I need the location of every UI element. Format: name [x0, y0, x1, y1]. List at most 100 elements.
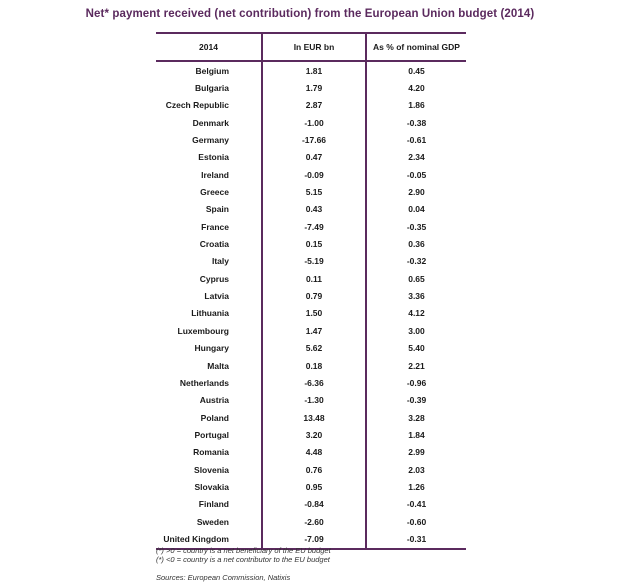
pct-gdp-cell: -0.35	[365, 218, 466, 236]
country-cell: Cyprus	[199, 273, 229, 284]
country-cell: Denmark	[192, 117, 229, 128]
table-row: Sweden -2.60 -0.60	[156, 512, 466, 531]
eur-bn-cell: -5.19	[261, 252, 366, 271]
pct-gdp-cell: 1.26	[365, 478, 466, 496]
eur-bn-cell: -17.66	[261, 131, 366, 149]
table-row: Slovakia 0.95 1.26	[156, 478, 466, 496]
table-row: United Kingdom -7.09 -0.31	[156, 530, 466, 550]
data-table-container: 2014 In EUR bn As % of nominal GDP Belgi…	[156, 32, 466, 550]
footnotes: (*) >0 = country is a net beneficiary of…	[156, 546, 331, 564]
eur-bn-cell: 0.95	[261, 478, 366, 496]
table-row: Denmark -1.00 -0.38	[156, 114, 466, 132]
eur-bn-cell: 0.43	[261, 200, 366, 219]
eur-bn-cell: 0.76	[261, 460, 366, 479]
eur-bn-cell: 0.11	[261, 270, 366, 288]
country-cell: Bulgaria	[194, 83, 229, 94]
table-row: Poland 13.48 3.28	[156, 408, 466, 427]
pct-gdp-cell: 0.45	[365, 61, 466, 80]
table-row: Lithuania 1.50 4.12	[156, 304, 466, 323]
table-row: Romania 4.48 2.99	[156, 443, 466, 461]
country-cell: Latvia	[204, 291, 229, 302]
eur-bn-cell: -6.36	[261, 374, 366, 392]
table-row: Czech Republic 2.87 1.86	[156, 96, 466, 115]
pct-gdp-cell: 5.40	[365, 339, 466, 357]
pct-gdp-cell: -0.60	[365, 512, 466, 531]
pct-gdp-cell: 4.20	[365, 79, 466, 97]
eur-bn-cell: -2.60	[261, 512, 366, 531]
pct-gdp-cell: -0.32	[365, 252, 466, 271]
country-cell: Estonia	[198, 152, 229, 163]
pct-gdp-cell: 3.28	[365, 408, 466, 427]
pct-gdp-cell: 0.04	[365, 200, 466, 219]
country-cell: Ireland	[201, 169, 229, 180]
table-row: Hungary 5.62 5.40	[156, 339, 466, 357]
pct-gdp-cell: 3.36	[365, 287, 466, 305]
table-row: Netherlands -6.36 -0.96	[156, 374, 466, 392]
table-title: Net* payment received (net contribution)…	[85, 8, 535, 20]
eur-bn-cell: 1.47	[261, 322, 366, 340]
pct-gdp-cell: -0.05	[365, 166, 466, 184]
pct-gdp-cell: 2.21	[365, 356, 466, 375]
table-row: Portugal 3.20 1.84	[156, 426, 466, 444]
footnote-contributor: (*) <0 = country is a net contributor to…	[156, 555, 330, 564]
country-cell: Hungary	[194, 343, 229, 354]
table-row: Spain 0.43 0.04	[156, 200, 466, 219]
eur-bn-cell: 13.48	[261, 408, 366, 427]
country-cell: Italy	[211, 256, 229, 267]
pct-gdp-cell: 2.03	[365, 460, 466, 479]
data-table: 2014 In EUR bn As % of nominal GDP Belgi…	[156, 32, 466, 550]
country-cell: Malta	[207, 360, 229, 371]
table-row: Bulgaria 1.79 4.20	[156, 79, 466, 97]
eur-bn-cell: -0.09	[261, 166, 366, 184]
table-row: Belgium 1.81 0.45	[156, 61, 466, 80]
eur-bn-cell: 0.47	[261, 148, 366, 167]
country-cell: Lithuania	[191, 308, 229, 319]
pct-gdp-cell: -0.31	[365, 530, 466, 550]
eur-bn-cell: -1.00	[261, 114, 366, 132]
pct-gdp-cell: 0.65	[365, 270, 466, 288]
eur-bn-cell: 3.20	[261, 426, 366, 444]
country-cell: Slovakia	[194, 481, 230, 492]
pct-gdp-cell: 1.84	[365, 426, 466, 444]
eur-bn-cell: 1.50	[261, 304, 366, 323]
table-row: Estonia 0.47 2.34	[156, 148, 466, 167]
country-cell: Sweden	[196, 516, 229, 527]
table-row: Malta 0.18 2.21	[156, 356, 466, 375]
table-row: France -7.49 -0.35	[156, 218, 466, 236]
eur-bn-cell: 0.15	[261, 235, 366, 253]
eur-bn-cell: -7.09	[261, 530, 366, 550]
country-cell: Netherlands	[179, 377, 229, 388]
eur-bn-cell: -7.49	[261, 218, 366, 236]
country-cell: Slovenia	[194, 464, 229, 475]
eur-bn-cell: 4.48	[261, 443, 366, 461]
header-pct-gdp: As % of nominal GDP	[365, 32, 466, 62]
country-cell: Portugal	[194, 429, 229, 440]
table-row: Austria -1.30 -0.39	[156, 391, 466, 409]
country-cell: Romania	[193, 447, 229, 458]
country-cell: Poland	[200, 412, 229, 423]
pct-gdp-cell: 4.12	[365, 304, 466, 323]
country-cell: Germany	[192, 135, 229, 146]
country-cell: Luxembourg	[177, 325, 229, 336]
pct-gdp-cell: 2.90	[365, 183, 466, 201]
table-row: Italy -5.19 -0.32	[156, 252, 466, 271]
table-body: Belgium 1.81 0.45 Bulgaria 1.79 4.20 Czech Rep…	[156, 61, 466, 550]
table-row: Germany -17.66 -0.61	[156, 131, 466, 149]
pct-gdp-cell: -0.38	[365, 114, 466, 132]
table-row: Cyprus 0.11 0.65	[156, 270, 466, 288]
country-cell: Czech Republic	[165, 100, 229, 111]
eur-bn-cell: 5.15	[261, 183, 366, 201]
pct-gdp-cell: 1.86	[365, 96, 466, 115]
source-note: Sources: European Commission, Natixis	[156, 573, 291, 582]
pct-gdp-cell: 0.36	[365, 235, 466, 253]
footnote-beneficiary: (*) >0 = country is a net beneficiary of…	[156, 546, 331, 555]
country-cell: Finland	[198, 499, 229, 510]
table-header: 2014 In EUR bn As % of nominal GDP	[156, 32, 466, 62]
pct-gdp-cell: 3.00	[365, 322, 466, 340]
table-row: Ireland -0.09 -0.05	[156, 166, 466, 184]
eur-bn-cell: 2.87	[261, 96, 366, 115]
country-cell: Austria	[199, 395, 229, 406]
header-eur-bn: In EUR bn	[261, 32, 366, 62]
country-cell: Greece	[200, 187, 229, 198]
table-row: Greece 5.15 2.90	[156, 183, 466, 201]
